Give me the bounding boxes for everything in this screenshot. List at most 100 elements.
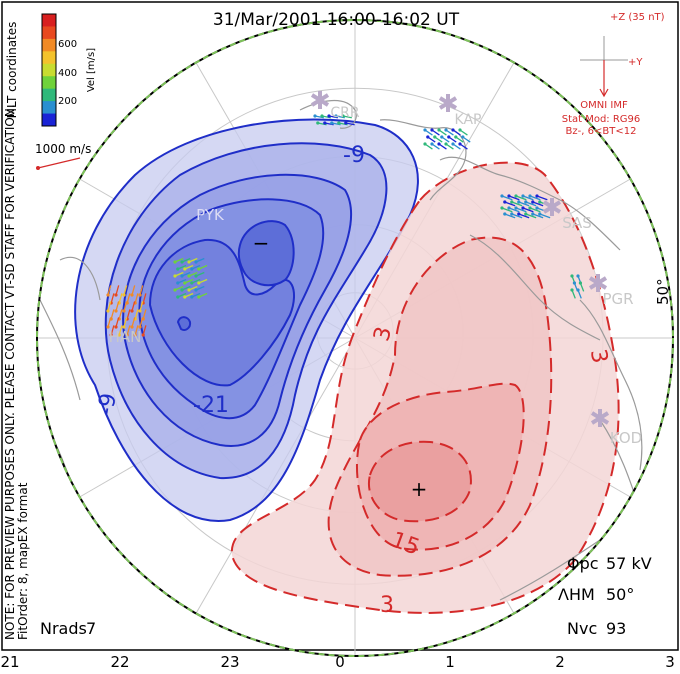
velocity-vector [126, 293, 131, 304]
radar-sites: PYK HAN CRR KAP SAS PGR KOD [109, 91, 642, 447]
velocity-vector [515, 195, 527, 201]
radar-site-sas: SAS [542, 198, 592, 232]
velocity-vector [131, 285, 136, 296]
velocity-vector-origin [176, 267, 180, 271]
velocity-vector-origin [316, 121, 320, 125]
velocity-vector-origin [190, 281, 194, 285]
velocity-colorbar: 600 400 200 Vel [m/s] [41, 13, 97, 127]
velocity-vector-origin [173, 274, 177, 278]
velocity-vector-origin [183, 295, 187, 299]
velocity-vector-origin [194, 288, 198, 292]
velocity-vector-origin [430, 128, 434, 132]
velocity-vectors [106, 114, 585, 337]
mlt-tick-label: 1 [445, 653, 455, 671]
colorbar-cell [42, 14, 56, 27]
contour-label-neg-21: -21 [193, 393, 229, 418]
velocity-vector-origin [194, 274, 198, 278]
radar-label-pyk: PYK [196, 206, 225, 224]
velocity-vector-origin [190, 295, 194, 299]
velocity-vector-origin [510, 200, 514, 204]
velocity-vector [504, 213, 516, 219]
fit-statistics: Φpc 57 kV ΛHM 50° Nvc 93 Nrads 7 [40, 554, 652, 638]
velocity-vector-origin [461, 135, 465, 139]
velocity-vector [123, 317, 128, 328]
velocity-vector [107, 301, 112, 312]
velocity-vector-origin [524, 212, 528, 216]
velocity-vector-origin [426, 135, 430, 139]
velocity-vector-origin [117, 333, 121, 337]
velocity-vector [142, 325, 147, 336]
pos-contour-4 [367, 440, 472, 523]
velocity-vector-origin [176, 295, 180, 299]
velocity-vector-origin [320, 114, 324, 118]
velocity-vector [532, 213, 544, 219]
velocity-vector-origin [538, 200, 542, 204]
velocity-vector [134, 325, 139, 336]
velocity-vector [123, 285, 128, 296]
velocity-vector [107, 317, 112, 328]
velocity-vector [532, 201, 544, 207]
colorbar-cell [42, 88, 56, 102]
radar-label-kod: KOD [610, 429, 642, 447]
lambda-hm-value: 50° [606, 585, 634, 604]
velocity-vector [508, 207, 520, 213]
radar-label-han: HAN [109, 328, 142, 346]
velocity-vector-origin [173, 288, 177, 292]
velocity-vector-origin [528, 206, 532, 210]
velocity-vector-origin [125, 333, 129, 337]
reference-vector-label: 1000 m/s [35, 142, 91, 156]
colorbar-cell [42, 113, 56, 127]
velocity-vector-origin [507, 194, 511, 198]
negative-potential-cell [74, 118, 419, 522]
velocity-vector [139, 317, 144, 328]
imf-by-label: +Y [628, 57, 643, 68]
velocity-vector-origin [528, 194, 532, 198]
n-rads-value: 7 [86, 619, 96, 638]
heppner-maynard-boundary [36, 19, 674, 657]
velocity-vector [536, 195, 548, 201]
velocity-vector-origin [507, 206, 511, 210]
phi-pc-label: Φpc [567, 554, 599, 573]
velocity-vector-origin [173, 260, 177, 264]
mlt-tick-label: 0 [335, 653, 345, 671]
colorbar-cell [42, 101, 56, 115]
phi-pc-value: 57 kV [606, 554, 652, 573]
velocity-vector [134, 293, 139, 304]
colorbar-frame [41, 13, 57, 127]
imf-clock: +Z (35 nT) +Y OMNI IMF Stat Mod: RG96 Bz… [562, 12, 665, 137]
colorbar-tick-600: 600 [58, 39, 77, 50]
velocity-vector-origin [572, 281, 577, 285]
velocity-vector-origin [323, 121, 327, 125]
chart-title: 31/Mar/2001 16:00-16:02 UT [213, 10, 460, 30]
radar-label-crr: CRR [330, 105, 360, 121]
velocity-vector-origin [576, 288, 580, 292]
velocity-vector-origin [197, 281, 201, 285]
velocity-vector-origin [447, 135, 451, 139]
colorbar-cell [42, 63, 56, 77]
velocity-vector-origin [458, 142, 462, 146]
velocity-vector [126, 325, 131, 336]
radar-label-kap: KAP [455, 112, 482, 128]
velocity-vector-origin [187, 274, 191, 278]
velocity-vector-origin [180, 288, 184, 292]
velocity-vector [110, 309, 115, 320]
velocity-vector [107, 285, 112, 296]
n-rads-label: Nrads [40, 619, 87, 638]
mlt-tick-label: 23 [220, 653, 239, 671]
velocity-vector-origin [514, 194, 518, 198]
colorbar-cell [42, 26, 56, 40]
velocity-vector-origin [122, 309, 126, 313]
velocity-vector [134, 309, 139, 320]
velocity-vector-origin [130, 293, 134, 297]
velocity-vector-origin [334, 114, 338, 118]
velocity-vector-origin [514, 206, 518, 210]
velocity-vector-origin [197, 267, 201, 271]
velocity-vector [115, 301, 120, 312]
velocity-vector-origin [437, 142, 441, 146]
velocity-vector [518, 201, 530, 207]
velocity-vector-origin [176, 281, 180, 285]
velocity-vector-origin [180, 260, 184, 264]
velocity-vector-origin [141, 333, 145, 337]
velocity-vector-origin [313, 114, 317, 118]
velocity-vector-origin [130, 325, 134, 329]
